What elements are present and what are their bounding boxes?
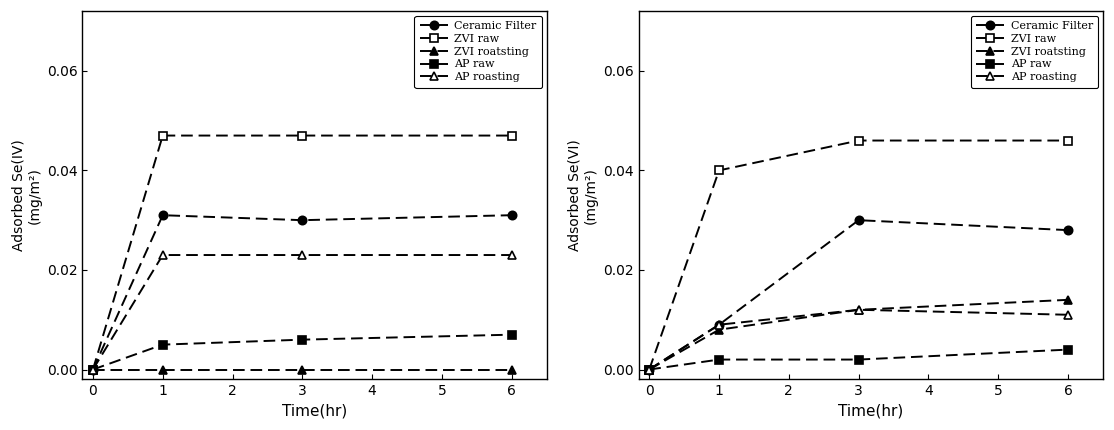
- X-axis label: Time(hr): Time(hr): [838, 404, 903, 419]
- Legend: Ceramic Filter, ZVI raw, ZVI roatsting, AP raw, AP roasting: Ceramic Filter, ZVI raw, ZVI roatsting, …: [414, 15, 543, 88]
- Y-axis label: Adsorbed Se(IV)
(mg/m²): Adsorbed Se(IV) (mg/m²): [11, 139, 41, 251]
- Y-axis label: Adsorbed Se(VI)
(mg/m²): Adsorbed Se(VI) (mg/m²): [567, 139, 597, 251]
- X-axis label: Time(hr): Time(hr): [282, 404, 348, 419]
- Legend: Ceramic Filter, ZVI raw, ZVI roatsting, AP raw, AP roasting: Ceramic Filter, ZVI raw, ZVI roatsting, …: [970, 15, 1098, 88]
